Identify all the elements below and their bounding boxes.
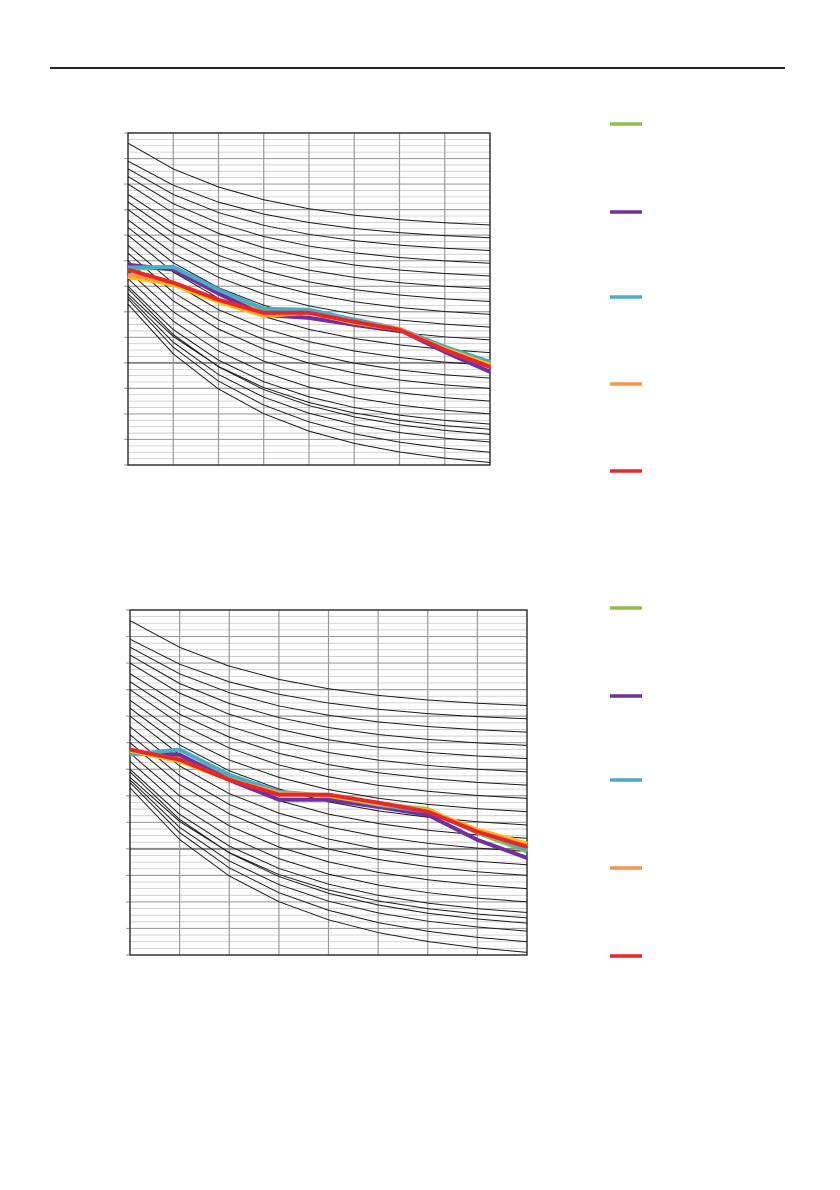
reference-curve — [129, 699, 528, 813]
reference-curve — [127, 293, 491, 430]
reference-curve — [127, 296, 491, 443]
header-rule — [50, 67, 785, 69]
reference-curve — [129, 734, 528, 866]
series-line-red — [129, 747, 528, 849]
reference-curve — [129, 771, 528, 924]
series-line-red — [127, 267, 491, 369]
reference-curve — [129, 760, 528, 903]
plot-frame — [127, 132, 491, 466]
reference-curve — [127, 193, 491, 290]
reference-curve — [129, 782, 528, 943]
reference-curve — [127, 209, 491, 315]
reference-curve — [129, 707, 528, 826]
reference-curve — [127, 183, 491, 277]
reference-curve — [127, 270, 491, 402]
reference-curve — [129, 776, 528, 919]
reference-curve — [127, 160, 491, 239]
reference-curve — [129, 620, 528, 707]
reference-curve — [129, 787, 528, 953]
reference-curve — [129, 681, 528, 786]
reference-curve — [127, 142, 491, 226]
chart-2 — [126, 606, 642, 958]
reference-curve — [127, 285, 491, 425]
reference-curve — [127, 219, 491, 328]
reference-curve — [127, 278, 491, 415]
reference-curve — [129, 726, 528, 852]
reference-curve — [127, 234, 491, 354]
reference-curve — [127, 298, 491, 453]
reference-curve — [129, 742, 528, 876]
reference-curve — [127, 175, 491, 264]
reference-curve — [127, 168, 491, 251]
reference-curve — [129, 768, 528, 914]
reference-curve — [129, 689, 528, 799]
reference-curve — [127, 303, 491, 463]
reference-curve — [129, 638, 528, 720]
reference-curve — [127, 288, 491, 435]
reference-curve — [129, 662, 528, 760]
reference-curve — [129, 779, 528, 932]
reference-curve — [129, 654, 528, 746]
series-line-purple — [129, 749, 528, 860]
reference-curve — [129, 673, 528, 773]
chart-1 — [124, 122, 642, 473]
reference-curve — [127, 260, 491, 389]
reference-curve — [127, 252, 491, 379]
reference-curve — [127, 201, 491, 303]
reference-curve — [129, 646, 528, 733]
reference-curve — [129, 752, 528, 890]
